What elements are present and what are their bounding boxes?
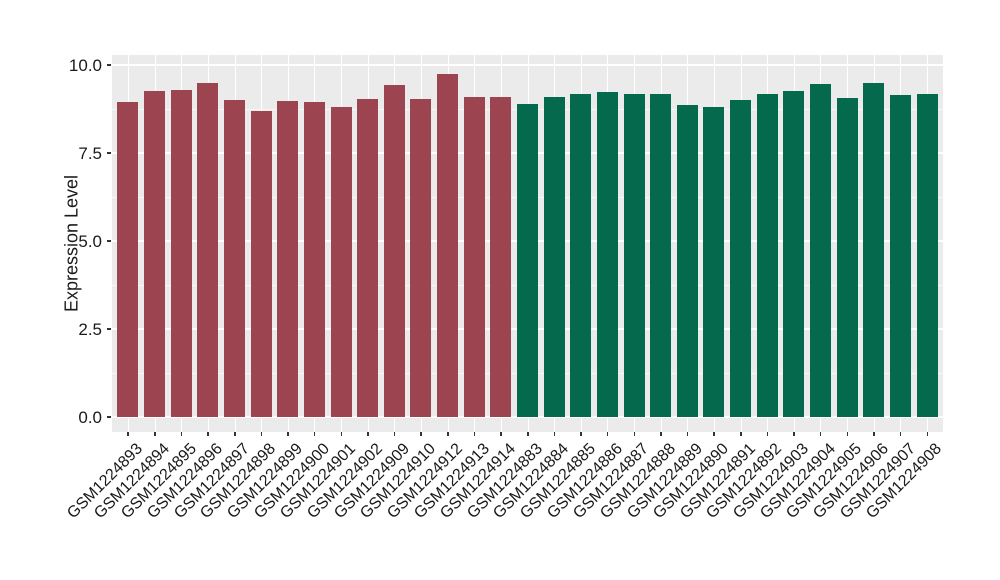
x-axis-tick	[207, 432, 209, 436]
bar-GSM1224896	[197, 82, 219, 417]
bar-GSM1224902	[357, 98, 379, 417]
x-axis-tick	[313, 432, 316, 436]
x-axis-tick	[420, 432, 422, 436]
x-axis-tick	[127, 432, 129, 436]
x-axis-tick	[793, 432, 795, 436]
bar-GSM1224885	[570, 93, 592, 417]
bar-GSM1224897	[224, 100, 246, 417]
bar-GSM1224893	[117, 101, 139, 417]
bar-GSM1224908	[916, 93, 938, 417]
bar-GSM1224914	[490, 96, 512, 417]
y-axis-tick-label: 0.0	[78, 408, 102, 427]
x-axis-tick	[393, 432, 396, 436]
x-axis-tick	[500, 432, 502, 436]
x-axis-tick	[686, 432, 689, 436]
x-axis-tick	[367, 432, 369, 436]
y-axis-tick-label: 7.5	[78, 144, 102, 163]
x-axis-tick	[633, 432, 636, 436]
x-axis-tick	[819, 432, 822, 436]
x-axis-tick	[713, 432, 715, 436]
y-axis-tick	[107, 328, 111, 330]
y-axis-tick	[107, 64, 111, 66]
x-axis-tick	[926, 432, 929, 436]
x-axis-tick	[447, 432, 449, 436]
x-axis-tick	[473, 432, 476, 436]
x-axis-tick	[340, 432, 343, 436]
bar-GSM1224891	[730, 99, 752, 417]
bar-GSM1224898	[250, 110, 272, 417]
bar-GSM1224913	[463, 97, 485, 417]
x-axis-tick	[154, 432, 156, 436]
x-axis-tick	[234, 432, 236, 436]
bar-GSM1224889	[676, 104, 698, 417]
x-axis-tick	[580, 432, 582, 436]
y-axis-tick-label: 2.5	[78, 320, 102, 339]
bar-GSM1224906	[863, 82, 885, 417]
bar-GSM1224910	[410, 98, 432, 417]
y-axis-tick	[107, 240, 111, 242]
y-axis-tick	[107, 416, 111, 418]
bar-GSM1224888	[650, 93, 672, 417]
x-axis-tick	[260, 432, 263, 436]
plot-panel	[112, 55, 943, 432]
x-axis-tick	[660, 432, 662, 436]
bar-GSM1224907	[889, 95, 911, 417]
y-axis-tick-label: 10.0	[68, 56, 102, 75]
y-axis-tick-label: 5.0	[78, 232, 102, 251]
bar-GSM1224894	[144, 91, 166, 417]
bar-GSM1224899	[277, 101, 299, 417]
bar-GSM1224887	[623, 93, 645, 417]
bar-GSM1224912	[437, 74, 459, 417]
x-axis-tick	[287, 432, 289, 436]
x-axis-tick	[606, 432, 609, 436]
bar-GSM1224895	[170, 90, 192, 417]
x-axis-tick	[553, 432, 556, 436]
y-axis-tick	[107, 152, 111, 154]
bar-GSM1224892	[756, 93, 778, 417]
bar-GSM1224901	[330, 106, 352, 417]
bar-GSM1224884	[543, 96, 565, 417]
bar-GSM1224903	[783, 91, 805, 417]
x-axis-tick	[846, 432, 849, 436]
bar-GSM1224890	[703, 107, 725, 417]
x-axis-tick	[740, 432, 742, 436]
x-axis-tick	[873, 432, 875, 436]
x-axis-tick	[899, 432, 902, 436]
bar-GSM1224909	[383, 85, 405, 417]
bar-GSM1224886	[596, 92, 618, 417]
bar-GSM1224883	[517, 104, 538, 417]
bar-GSM1224904	[809, 84, 831, 417]
bar-GSM1224900	[303, 101, 325, 417]
x-axis-tick	[527, 432, 529, 436]
x-axis-tick	[766, 432, 769, 436]
bar-GSM1224905	[836, 97, 858, 417]
x-axis-tick	[180, 432, 183, 436]
